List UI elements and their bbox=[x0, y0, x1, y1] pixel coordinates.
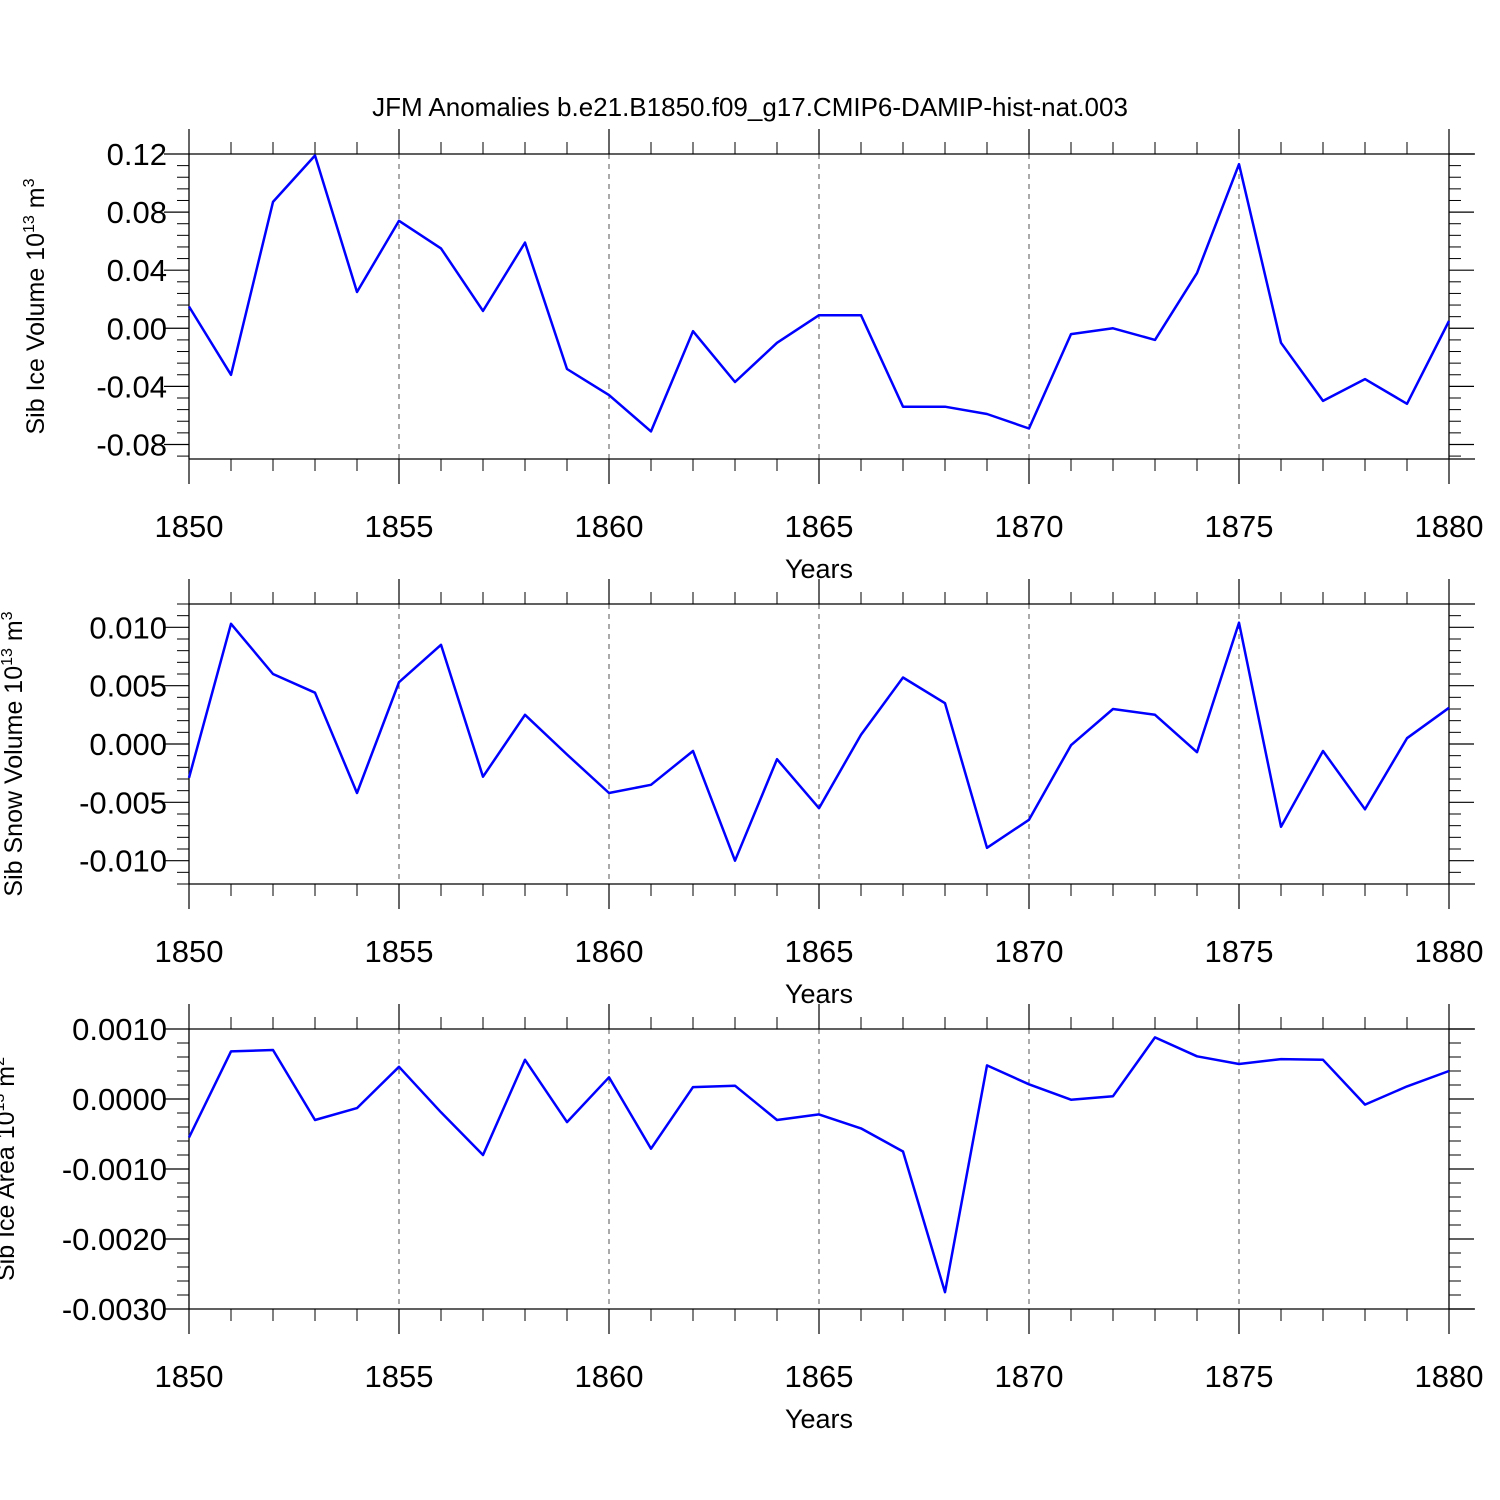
y-tick-label: -0.0010 bbox=[62, 1152, 167, 1187]
y-axis-title-exponent: 13 bbox=[21, 215, 38, 233]
x-tick-label: 1875 bbox=[1205, 509, 1274, 544]
panel-1: -0.08 -0.04 0.00 0.04 0.08 0.12 1850 1855 1860 18… bbox=[21, 129, 1483, 584]
series-line bbox=[187, 621, 1450, 862]
y-axis-title-text: Sib Ice Area 10 bbox=[0, 1111, 20, 1281]
y-axis-title-exponent: 13 bbox=[0, 648, 16, 666]
x-tick-label: 1870 bbox=[995, 509, 1064, 544]
y-axis-title-text: Sib Snow Volume 10 bbox=[0, 666, 28, 897]
x-tick-label: 1865 bbox=[785, 509, 854, 544]
x-tick-label: 1860 bbox=[575, 1359, 644, 1394]
y-tick-label: 0.12 bbox=[107, 137, 167, 172]
x-tick-label: 1880 bbox=[1415, 509, 1484, 544]
y-axis-title-unit: m bbox=[22, 187, 50, 215]
y-axis-title: Sib Ice Volume 1013 m3 bbox=[21, 178, 50, 434]
y-axis-title-unit-exponent: 3 bbox=[21, 178, 38, 187]
x-tick-label: 1870 bbox=[995, 1359, 1064, 1394]
y-tick-label: -0.04 bbox=[96, 369, 167, 404]
y-axis-title: Sib Ice Area 1013 m2 bbox=[0, 1057, 20, 1281]
panels: -0.08 -0.04 0.00 0.04 0.08 0.12 1850 1855 1860 18… bbox=[0, 129, 1483, 1434]
x-tick-label: 1865 bbox=[785, 1359, 854, 1394]
x-tick-label: 1850 bbox=[155, 509, 224, 544]
y-axis-title-unit-exponent: 3 bbox=[0, 611, 16, 620]
x-tick-label: 1880 bbox=[1415, 934, 1484, 969]
series-line bbox=[187, 154, 1451, 433]
figure-title: JFM Anomalies b.e21.B1850.f09_g17.CMIP6-… bbox=[372, 92, 1128, 122]
y-tick-label: -0.0030 bbox=[62, 1292, 167, 1327]
x-tick-label: 1870 bbox=[995, 934, 1064, 969]
x-axis-title: Years bbox=[785, 1404, 853, 1434]
panel-3: -0.0030 -0.0020 -0.0010 0.0000 0.0010 1850 185… bbox=[0, 1004, 1483, 1434]
panel-2: -0.010 -0.005 0.000 0.005 0.010 1850 1855 1860 1… bbox=[0, 579, 1483, 1009]
y-tick-label: 0.0000 bbox=[72, 1082, 167, 1117]
x-tick-label: 1855 bbox=[365, 509, 434, 544]
x-tick-label: 1875 bbox=[1205, 934, 1274, 969]
y-axis-title: Sib Snow Volume 1013 m3 bbox=[0, 611, 28, 896]
x-tick-label: 1855 bbox=[365, 1359, 434, 1394]
y-tick-label: 0.0010 bbox=[72, 1012, 167, 1047]
x-tick-label: 1860 bbox=[575, 934, 644, 969]
y-tick-label: 0.005 bbox=[89, 669, 167, 704]
x-tick-label: 1880 bbox=[1415, 1359, 1484, 1394]
y-tick-label: 0.000 bbox=[89, 727, 167, 762]
y-tick-label: 0.08 bbox=[107, 195, 167, 230]
y-tick-label: 0.010 bbox=[89, 610, 167, 645]
y-axis-title-text: Sib Ice Volume 10 bbox=[22, 233, 50, 435]
y-axis-title-unit: m bbox=[0, 620, 28, 648]
x-tick-label: 1850 bbox=[155, 934, 224, 969]
series-line bbox=[187, 1036, 1450, 1294]
y-tick-label: -0.010 bbox=[79, 844, 167, 879]
y-axis-title-unit: m bbox=[0, 1066, 20, 1094]
y-tick-label: -0.08 bbox=[96, 427, 167, 462]
y-tick-label: -0.005 bbox=[79, 785, 167, 820]
y-tick-label: -0.0020 bbox=[62, 1222, 167, 1257]
y-tick-label: 0.00 bbox=[107, 311, 167, 346]
x-tick-label: 1850 bbox=[155, 1359, 224, 1394]
y-axis-title-unit-exponent: 2 bbox=[0, 1057, 8, 1066]
x-tick-label: 1865 bbox=[785, 934, 854, 969]
x-tick-label: 1855 bbox=[365, 934, 434, 969]
y-axis-title-exponent: 13 bbox=[0, 1094, 8, 1112]
x-tick-label: 1875 bbox=[1205, 1359, 1274, 1394]
y-tick-label: 0.04 bbox=[107, 253, 167, 288]
x-tick-label: 1860 bbox=[575, 509, 644, 544]
